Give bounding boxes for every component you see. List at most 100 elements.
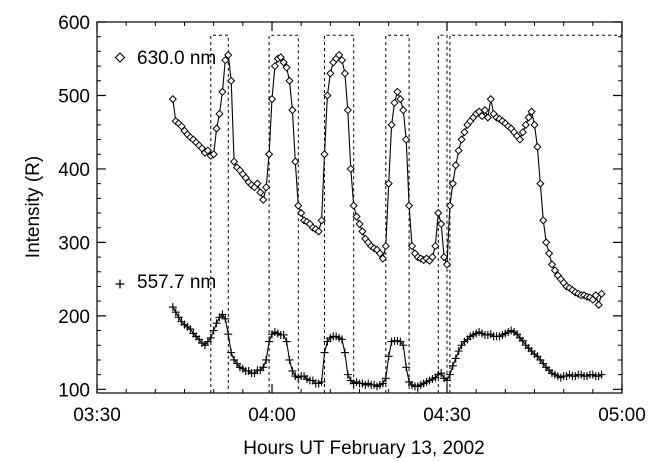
data-point-plus [340,348,349,357]
data-point-diamond [264,150,274,159]
data-point-plus [168,303,177,312]
pulse-window [449,34,622,393]
diamond-legend-marker-icon [114,52,126,63]
data-point-diamond [285,76,294,85]
data-point-plus [378,379,387,388]
data-point-diamond [530,120,539,129]
data-point-diamond [227,76,236,85]
data-point-diamond [168,95,177,104]
data-point-diamond [524,113,533,122]
data-point-diamond [404,201,414,210]
data-layer [168,34,622,393]
data-point-diamond [439,252,449,262]
data-point-diamond [445,201,455,210]
data-point-diamond [224,50,233,60]
data-point-plus [381,374,390,383]
axis-ticks: 100 200 300 400 500 600 03:30 04:00 04:30 05:00 [58,13,645,426]
legend-630: 630.0 nm [114,48,216,69]
data-point-plus [224,330,233,339]
data-point-diamond [407,241,417,251]
data-point-diamond [533,142,542,151]
pulse-window [324,34,355,393]
data-point-diamond [276,53,285,62]
data-point-diamond [340,69,350,78]
plus-legend-marker-icon [115,279,125,289]
data-point-diamond [291,157,300,166]
data-point-diamond [326,69,335,78]
data-point-diamond [212,124,221,133]
data-point-diamond [203,146,212,155]
plot-frame [96,21,623,394]
data-point-plus [399,341,408,350]
data-point-plus [317,377,326,386]
data-point-diamond [349,201,358,210]
data-point-plus [171,308,180,317]
data-point-diamond [547,260,557,269]
x-tick-label: 04:00 [248,405,296,426]
data-point-diamond [594,300,603,309]
y-tick-label: 100 [58,380,90,401]
data-point-plus [384,352,393,361]
data-point-plus [597,370,606,379]
data-point-diamond [381,241,390,251]
data-point-plus [451,354,460,363]
data-point-diamond [451,161,460,170]
data-point-diamond [378,254,387,263]
data-point-plus [285,355,294,364]
data-point-diamond [218,87,227,96]
data-point-diamond [480,106,490,115]
y-tick-label: 400 [58,160,90,181]
y-tick-label: 500 [58,86,90,107]
data-point-plus [279,330,288,339]
data-point-diamond [256,188,265,197]
data-point-diamond [486,95,495,104]
data-point-plus [206,333,215,342]
data-point-diamond [437,219,446,229]
data-point-diamond [539,216,548,225]
data-point-diamond [483,113,492,122]
pulse-window [268,34,299,393]
data-point-diamond [399,106,408,115]
data-point-diamond [448,179,457,188]
data-point-diamond [518,128,527,137]
data-point-diamond [521,120,530,129]
y-tick-label: 200 [58,307,90,328]
data-point-diamond [259,195,268,204]
data-point-diamond [209,150,218,159]
data-point-diamond [387,120,396,129]
data-point-diamond [215,109,224,118]
data-point-diamond [343,106,352,115]
data-point-plus [320,348,329,357]
data-point-plus [454,347,463,356]
y-axis-label: Intensity (R) [23,156,44,258]
data-point-plus [186,325,195,334]
data-point-diamond [358,227,367,236]
data-point-diamond [384,179,393,188]
data-point-diamond [431,241,440,251]
data-point-plus [288,366,297,375]
data-point-diamond [550,266,560,275]
y-tick-label: 300 [58,233,90,254]
data-point-diamond [527,107,536,116]
x-tick-label: 03:30 [73,405,121,426]
data-point-diamond [288,106,297,115]
data-point-diamond [314,227,323,236]
data-point-plus [518,336,527,345]
data-point-diamond [477,111,487,121]
data-point-diamond [337,56,347,65]
data-point-plus [259,363,268,372]
data-point-plus [212,319,221,328]
legend-557: 557.7 nm [115,272,216,293]
data-point-diamond [457,135,466,144]
data-point-diamond [317,216,326,225]
data-point-diamond [536,179,545,188]
data-point-plus [218,310,227,319]
pulse-window [437,34,448,393]
x-axis-label: Hours UT February 13, 2002 [243,438,485,459]
data-point-diamond [267,95,277,104]
data-point-plus [437,369,446,378]
data-point-diamond [460,128,469,137]
data-point-diamond [262,183,271,192]
data-point-diamond [320,150,329,159]
